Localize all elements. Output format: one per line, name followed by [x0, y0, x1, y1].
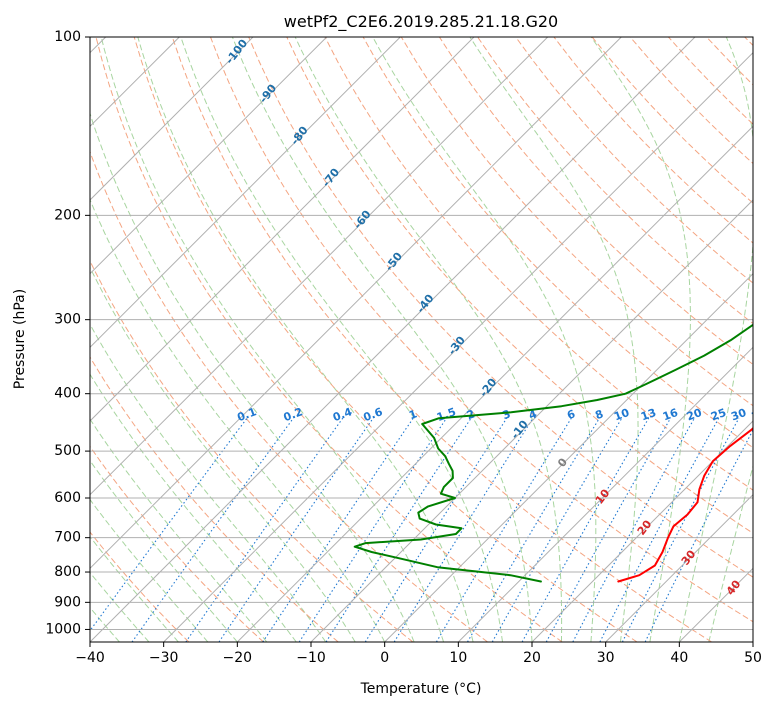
x-tick-label: −20	[223, 650, 253, 666]
x-tick-label: −10	[296, 650, 326, 666]
x-tick-label: 50	[744, 650, 762, 666]
y-tick-label: 300	[54, 312, 81, 328]
x-tick-label: 30	[597, 650, 615, 666]
chart-title: wetPf2_C2E6.2019.285.21.18.G20	[284, 12, 558, 32]
y-tick-label: 700	[54, 530, 81, 546]
y-tick-label: 800	[54, 564, 81, 580]
plot-background	[90, 37, 753, 642]
y-tick-label: 200	[54, 207, 81, 223]
x-tick-label: −30	[149, 650, 179, 666]
x-tick-label: −40	[75, 650, 105, 666]
y-tick-label: 100	[54, 29, 81, 45]
y-tick-label: 1000	[45, 621, 81, 637]
x-tick-label: 40	[670, 650, 688, 666]
x-tick-label: 20	[523, 650, 541, 666]
x-tick-label: 0	[380, 650, 389, 666]
y-tick-label: 500	[54, 443, 81, 459]
y-tick-label: 900	[54, 594, 81, 610]
y-axis-label: Pressure (hPa)	[12, 289, 28, 389]
y-tick-label: 400	[54, 386, 81, 402]
x-axis-label: Temperature (°C)	[360, 681, 482, 697]
x-tick-label: 10	[449, 650, 467, 666]
y-tick-label: 600	[54, 490, 81, 506]
